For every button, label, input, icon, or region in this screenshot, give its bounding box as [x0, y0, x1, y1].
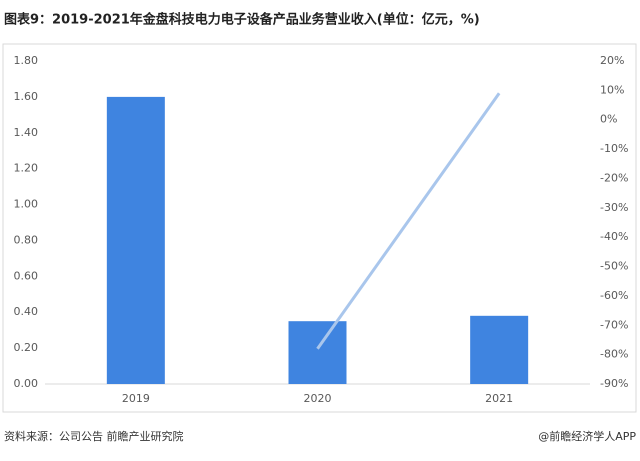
y2-tick-label: -60% — [600, 289, 628, 302]
y-tick-label: 1.80 — [14, 54, 39, 67]
y-tick-label: 0.20 — [14, 341, 39, 354]
y2-tick-label: 20% — [600, 54, 624, 67]
y2-tick-label: -20% — [600, 171, 628, 184]
x-tick-label: 2020 — [304, 392, 332, 405]
chart-title: 图表9：2019-2021年金盘科技电力电子设备产品业务营业收入(单位：亿元，%… — [4, 12, 480, 28]
y2-tick-label: 0% — [600, 113, 617, 126]
y-tick-label: 1.60 — [14, 90, 39, 103]
x-tick-label: 2021 — [485, 392, 513, 405]
y2-tick-label: -30% — [600, 201, 628, 214]
y-tick-label: 1.00 — [14, 198, 39, 211]
chart-frame — [2, 43, 637, 413]
y-tick-label: 1.40 — [14, 126, 39, 139]
y2-tick-label: 10% — [600, 83, 624, 96]
bar — [106, 96, 165, 384]
y-tick-label: 0.40 — [14, 305, 39, 318]
y-tick-label: 0.00 — [14, 377, 39, 390]
y2-tick-label: -40% — [600, 230, 628, 243]
y-tick-label: 0.60 — [14, 269, 39, 282]
bar — [470, 315, 529, 384]
y-tick-label: 0.80 — [14, 233, 39, 246]
y-tick-label: 1.20 — [14, 162, 39, 175]
credit: @前瞻经济学人APP — [538, 429, 636, 443]
y2-tick-label: -70% — [600, 318, 628, 331]
x-tick-label: 2019 — [122, 392, 150, 405]
y2-tick-label: -80% — [600, 348, 628, 361]
y2-tick-label: -50% — [600, 260, 628, 273]
y2-tick-label: -10% — [600, 142, 628, 155]
bar — [288, 321, 347, 384]
source: 资料来源：公司公告 前瞻产业研究院 — [4, 429, 184, 443]
line — [316, 92, 501, 350]
y2-tick-label: -90% — [600, 377, 628, 390]
